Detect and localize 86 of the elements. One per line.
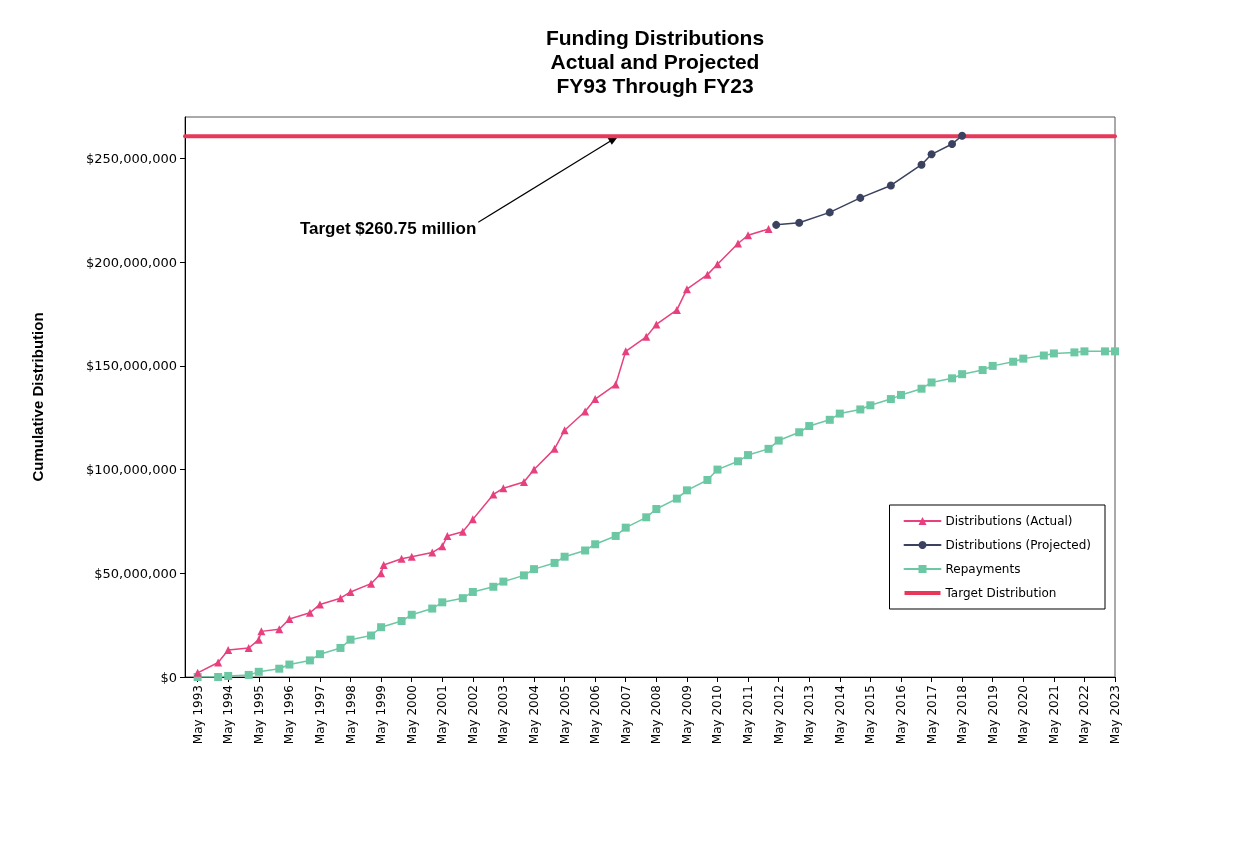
x-tick-label: May 2019 bbox=[985, 685, 1000, 745]
x-tick-label: May 2015 bbox=[863, 685, 878, 745]
x-tick-label: May 1999 bbox=[374, 685, 389, 745]
point bbox=[336, 594, 345, 603]
point bbox=[193, 668, 202, 677]
legend-label: Distributions (Actual) bbox=[945, 514, 1073, 528]
point bbox=[948, 139, 957, 148]
point bbox=[795, 218, 804, 227]
point bbox=[713, 260, 722, 269]
point bbox=[458, 527, 467, 536]
x-tick-label: May 2006 bbox=[588, 685, 603, 745]
point bbox=[703, 270, 712, 279]
point bbox=[682, 285, 691, 294]
point bbox=[244, 643, 253, 652]
point bbox=[519, 478, 528, 487]
x-tick-label: May 2022 bbox=[1077, 685, 1092, 745]
point bbox=[285, 614, 294, 623]
point bbox=[642, 332, 651, 341]
point bbox=[886, 181, 895, 190]
point bbox=[530, 465, 539, 474]
point bbox=[825, 208, 834, 217]
point bbox=[315, 600, 324, 609]
point bbox=[927, 150, 936, 159]
x-tick-label: May 2005 bbox=[557, 685, 572, 745]
y-tick-label: $0 bbox=[160, 669, 177, 685]
legend-label: Target Distribution bbox=[944, 586, 1057, 600]
x-tick-label: May 2017 bbox=[924, 685, 939, 745]
point bbox=[367, 579, 376, 588]
point bbox=[733, 239, 742, 248]
x-tick-label: May 2021 bbox=[1046, 685, 1061, 745]
x-tick-label: May 1993 bbox=[190, 685, 205, 745]
x-tick-label: May 1994 bbox=[221, 685, 236, 745]
x-tick-label: May 2002 bbox=[465, 685, 480, 745]
x-tick-label: May 2011 bbox=[741, 685, 756, 745]
point bbox=[917, 160, 926, 169]
x-tick-label: May 2009 bbox=[679, 685, 694, 745]
point bbox=[772, 220, 781, 229]
x-tick-label: May 1996 bbox=[282, 685, 297, 745]
point bbox=[305, 608, 314, 617]
x-tick-label: May 2010 bbox=[710, 685, 725, 745]
x-tick-label: May 2000 bbox=[404, 685, 419, 745]
point bbox=[377, 569, 386, 578]
legend-label: Distributions (Projected) bbox=[945, 538, 1092, 552]
x-tick-label: May 2001 bbox=[435, 685, 450, 745]
legend-label: Repayments bbox=[945, 562, 1021, 576]
x-tick-label: May 2008 bbox=[649, 685, 664, 745]
chart-title: Funding Distributions Actual and Projected FY93 Through FY23 bbox=[545, 25, 765, 97]
x-tick-label: May 2007 bbox=[618, 685, 633, 745]
annotation: Target $260.75 million bbox=[299, 218, 477, 238]
x-tick-label: May 2003 bbox=[496, 685, 511, 745]
x-tick-label: May 2012 bbox=[771, 685, 786, 745]
y-tick-label: $150,000,000 bbox=[86, 358, 177, 374]
x-tick-label: May 2013 bbox=[802, 685, 817, 745]
point bbox=[744, 231, 753, 240]
point bbox=[397, 554, 406, 563]
y-tick-label: $250,000,000 bbox=[86, 150, 177, 166]
point bbox=[379, 561, 388, 569]
x-tick-label: May 2020 bbox=[1016, 685, 1031, 745]
x-tick-label: May 2023 bbox=[1108, 685, 1122, 745]
y-tick-label: $200,000,000 bbox=[86, 254, 177, 270]
point bbox=[591, 395, 600, 404]
point bbox=[499, 484, 508, 493]
x-tick-label: May 1998 bbox=[343, 685, 358, 745]
point bbox=[958, 131, 967, 140]
y-tick-label: $50,000,000 bbox=[94, 565, 177, 581]
point bbox=[856, 193, 865, 202]
x-tick-label: May 1997 bbox=[312, 685, 327, 745]
x-tick-label: May 2004 bbox=[527, 685, 542, 745]
point bbox=[346, 587, 355, 596]
point bbox=[764, 225, 773, 233]
point bbox=[560, 426, 569, 435]
point bbox=[611, 380, 620, 389]
point bbox=[407, 552, 416, 561]
x-tick-label: May 2014 bbox=[832, 685, 847, 745]
y-tick-label: $100,000,000 bbox=[86, 462, 177, 478]
x-tick-label: May 1995 bbox=[251, 685, 266, 745]
point bbox=[672, 305, 681, 314]
point bbox=[581, 407, 590, 416]
point bbox=[443, 531, 452, 540]
point bbox=[428, 548, 437, 557]
point bbox=[254, 635, 263, 644]
x-tick-label: May 2018 bbox=[955, 685, 970, 745]
y-axis-title: Cumulative Distribution bbox=[29, 312, 46, 482]
point bbox=[224, 646, 233, 655]
x-tick-label: May 2016 bbox=[894, 685, 908, 745]
point bbox=[550, 444, 559, 453]
